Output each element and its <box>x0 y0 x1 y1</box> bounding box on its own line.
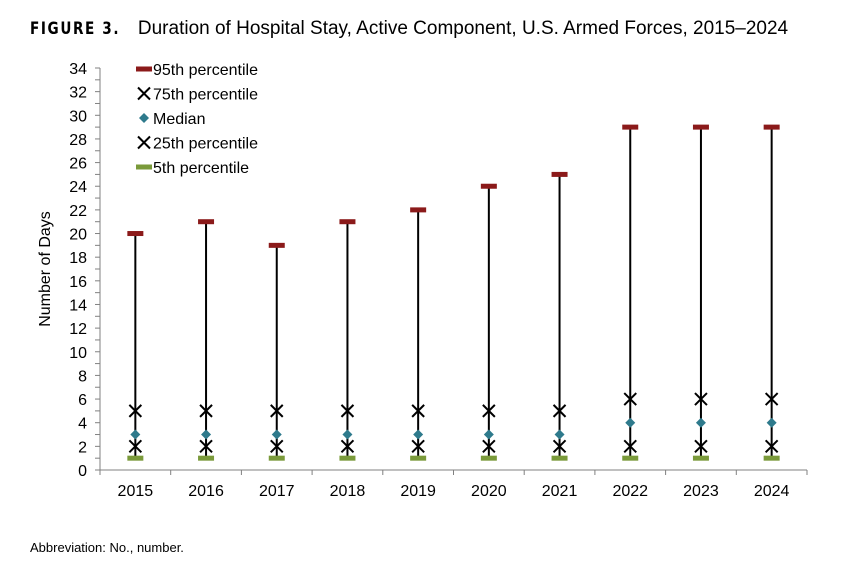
5th-percentile-point <box>763 455 780 461</box>
y-tick-label: 0 <box>78 463 87 480</box>
95th-percentile-point <box>692 124 709 130</box>
legend-marker-75th-percentile <box>137 86 151 101</box>
figure-label: FIGURE 3. <box>30 19 121 39</box>
legend-marker-5th-percentile <box>136 164 152 170</box>
75th-percentile-point <box>270 404 284 418</box>
x-tick-label: 2020 <box>471 483 507 500</box>
x-tick-label: 2017 <box>259 483 295 500</box>
y-tick-label: 6 <box>78 392 87 409</box>
75th-percentile-point <box>552 404 567 418</box>
75th-percentile-point <box>623 392 637 406</box>
75th-percentile-point <box>411 404 425 418</box>
y-tick-label: 12 <box>69 321 87 338</box>
median-point <box>130 429 141 440</box>
y-tick-label: 10 <box>69 345 87 362</box>
legend-marker-25th-percentile <box>137 135 151 150</box>
5th-percentile-point <box>268 455 285 461</box>
5th-percentile-point <box>339 455 356 461</box>
median-point <box>413 429 424 440</box>
25th-percentile-point <box>482 439 496 454</box>
median-point <box>766 417 777 428</box>
median-point <box>483 429 494 440</box>
legend-label-95th-percentile: 95th percentile <box>153 62 258 79</box>
y-tick-label: 32 <box>69 85 87 102</box>
x-tick-label: 2016 <box>188 483 224 500</box>
legend-label-75th-percentile: 75th percentile <box>153 87 258 104</box>
y-tick-label: 14 <box>69 297 87 314</box>
95th-percentile-point <box>339 219 356 225</box>
x-tick-label: 2021 <box>542 483 578 500</box>
95th-percentile-point <box>480 183 497 189</box>
5th-percentile-point <box>480 455 497 461</box>
legend-label-5th-percentile: 5th percentile <box>153 160 249 177</box>
y-tick-label: 26 <box>69 156 87 173</box>
median-point <box>625 417 636 428</box>
95th-percentile-point <box>622 124 639 130</box>
5th-percentile-point <box>198 455 215 461</box>
legend-label-median: Median <box>153 111 205 128</box>
median-point <box>342 429 353 440</box>
y-tick-label: 20 <box>69 227 87 244</box>
75th-percentile-point <box>694 392 708 406</box>
5th-percentile-point <box>551 455 568 461</box>
75th-percentile-point <box>199 404 213 418</box>
95th-percentile-point <box>127 231 144 237</box>
chart-title: FIGURE 3. Duration of Hospital Stay, Act… <box>30 18 788 40</box>
95th-percentile-point <box>198 219 215 225</box>
25th-percentile-point <box>764 439 779 454</box>
legend-marker-95th-percentile <box>136 66 152 72</box>
x-tick-label: 2018 <box>330 483 366 500</box>
x-tick-label: 2015 <box>118 483 154 500</box>
x-tick-label: 2024 <box>754 483 790 500</box>
25th-percentile-point <box>340 439 355 454</box>
x-tick-label: 2023 <box>683 483 719 500</box>
x-tick-label: 2022 <box>612 483 648 500</box>
y-tick-label: 30 <box>69 108 87 125</box>
25th-percentile-point <box>199 439 213 454</box>
legend-label-25th-percentile: 25th percentile <box>153 136 258 153</box>
median-point <box>554 429 565 440</box>
75th-percentile-point <box>340 404 355 418</box>
25th-percentile-point <box>623 439 637 454</box>
y-tick-label: 22 <box>69 203 87 220</box>
95th-percentile-point <box>410 207 427 213</box>
25th-percentile-point <box>694 439 708 454</box>
median-point <box>271 429 282 440</box>
y-tick-label: 4 <box>78 416 87 433</box>
title-text: Duration of Hospital Stay, Active Compon… <box>137 18 789 39</box>
y-tick-label: 8 <box>78 368 87 385</box>
y-tick-label: 34 <box>69 61 87 78</box>
median-point <box>201 429 212 440</box>
y-tick-label: 16 <box>69 274 87 291</box>
median-point <box>695 417 706 428</box>
75th-percentile-point <box>482 404 496 418</box>
25th-percentile-point <box>552 439 567 454</box>
75th-percentile-point <box>128 404 143 418</box>
5th-percentile-point <box>127 455 144 461</box>
95th-percentile-point <box>551 171 568 177</box>
75th-percentile-point <box>764 392 779 406</box>
95th-percentile-point <box>268 242 285 248</box>
y-axis-label: Number of Days <box>37 211 54 327</box>
footnote: Abbreviation: No., number. <box>30 540 184 555</box>
y-tick-label: 18 <box>69 250 87 267</box>
25th-percentile-point <box>270 439 284 454</box>
y-tick-label: 2 <box>78 439 87 456</box>
legend-marker-median <box>139 113 149 123</box>
y-tick-label: 24 <box>69 179 87 196</box>
95th-percentile-point <box>763 124 780 130</box>
x-tick-label: 2019 <box>400 483 436 500</box>
y-tick-label: 28 <box>69 132 87 149</box>
25th-percentile-point <box>128 439 143 454</box>
5th-percentile-point <box>410 455 427 461</box>
5th-percentile-point <box>622 455 639 461</box>
5th-percentile-point <box>692 455 709 461</box>
25th-percentile-point <box>411 439 425 454</box>
